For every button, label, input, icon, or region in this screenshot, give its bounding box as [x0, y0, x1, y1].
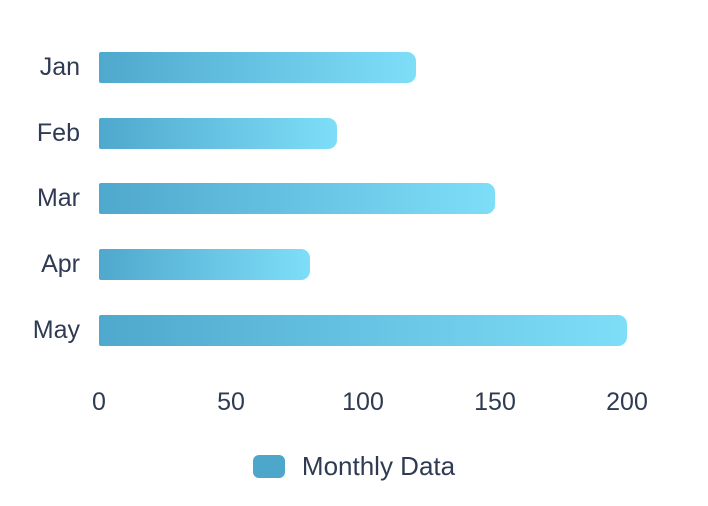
category-label-mar: Mar — [36, 184, 80, 213]
bar-row: May — [0, 297, 708, 363]
x-axis: 0 50 100 150 200 — [92, 388, 648, 419]
bar-may[interactable] — [99, 314, 627, 346]
bar-track — [99, 249, 627, 281]
x-tick-label-50: 50 — [217, 388, 245, 416]
category-label-may: May — [32, 315, 80, 344]
x-tick-label-0: 0 — [92, 388, 106, 416]
category-label-jan: Jan — [39, 53, 80, 82]
bar-row: Jan — [0, 35, 708, 101]
x-tick-label-100: 100 — [342, 388, 384, 416]
category-label-apr: Apr — [41, 250, 80, 279]
bar-feb[interactable] — [99, 117, 337, 149]
x-tick-label-150: 150 — [474, 388, 516, 416]
bar-jan[interactable] — [99, 52, 416, 84]
bar-row: Apr — [0, 232, 708, 298]
legend-label: Monthly Data — [301, 451, 456, 481]
bar-mar[interactable] — [99, 183, 495, 215]
bar-row: Feb — [0, 101, 708, 167]
bar-apr[interactable] — [99, 249, 311, 281]
legend-swatch — [252, 454, 285, 478]
bar-track — [99, 117, 627, 149]
category-label-feb: Feb — [36, 118, 80, 147]
bar-track — [99, 183, 627, 215]
bar-row: Mar — [0, 166, 708, 232]
x-tick-label-200: 200 — [606, 388, 648, 416]
plot-area: Jan Feb Mar Apr May — [0, 35, 708, 363]
legend[interactable]: Monthly Data — [0, 452, 708, 481]
bar-track — [99, 314, 627, 346]
bar-track — [99, 52, 627, 84]
